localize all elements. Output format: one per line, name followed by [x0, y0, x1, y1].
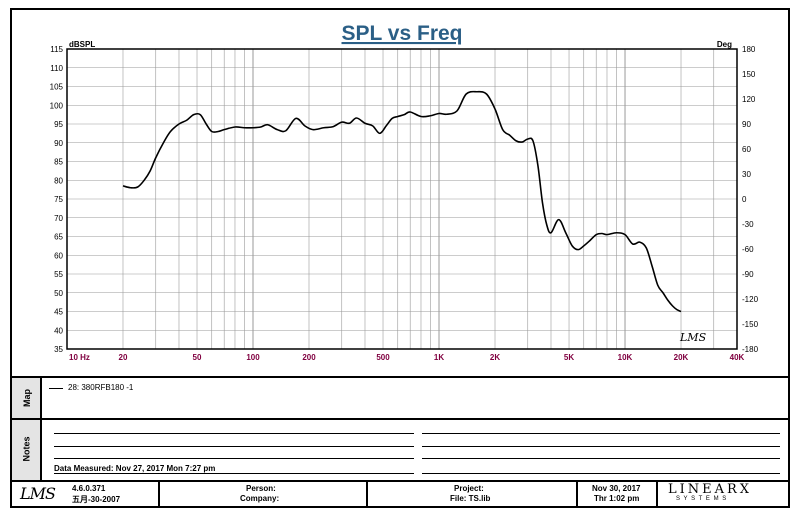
grid: [66, 48, 738, 350]
footer-project-cell: Project: File: TS.lib: [368, 482, 578, 506]
y-right-tick-label: -180: [742, 345, 759, 354]
y-left-tick-label: 100: [50, 101, 64, 110]
plot-area: [66, 48, 738, 350]
x-tick-label: 20: [119, 353, 128, 362]
spl-chart: SPL vs Freq dBSPL Deg 35 40 45 50 55 60 65 70 75…: [50, 22, 759, 362]
x-tick-label: 500: [376, 353, 390, 362]
note-line: [54, 433, 414, 434]
linearx-subtitle: S Y S T E M S: [676, 496, 728, 502]
version-text: 4.6.0.371: [72, 484, 106, 493]
y-right-tick-label: -120: [742, 295, 759, 304]
x-tick-label: 20K: [674, 353, 689, 362]
y-left-tick-label: 55: [54, 270, 63, 279]
y-left-tick-label: 85: [54, 158, 63, 167]
footer-date-cell: Nov 30, 2017 Thr 1:02 pm: [578, 482, 658, 506]
note-line: [54, 446, 414, 447]
map-panel: Map 28: 380RFB180 -1: [12, 376, 788, 418]
map-tab[interactable]: Map: [12, 378, 42, 418]
map-tab-label: Map: [22, 389, 32, 407]
date-text: Nov 30, 2017: [592, 484, 641, 493]
spl-series-line: [122, 90, 682, 313]
note-line: [54, 473, 414, 474]
project-label: Project:: [454, 484, 484, 493]
y-right-tick-label: 150: [742, 70, 756, 79]
person-label: Person:: [246, 484, 276, 493]
series-group: [122, 90, 682, 313]
y-left-tick-label: 115: [50, 45, 63, 54]
y-right-tick-label: -150: [742, 320, 759, 329]
linearx-brand: LINEARX S Y S T E M S: [662, 482, 786, 506]
lms-window: SPL vs Freq dBSPL Deg 35 40 45 50 55 60 65 70 75…: [10, 8, 790, 508]
lms-logo: LMS: [20, 484, 56, 503]
notes-tab[interactable]: Notes: [12, 420, 42, 480]
y-right-tick-label: -90: [742, 270, 754, 279]
notes-tab-label: Notes: [21, 436, 32, 462]
y-right-tick-label: 120: [742, 95, 756, 104]
tick-labels: 35 40 45 50 55 60 65 70 75 80 85 90 95 100 105 110 115 18…: [50, 45, 759, 362]
y-left-tick-label: 80: [54, 176, 63, 185]
linearx-logo: LINEARX: [668, 482, 753, 497]
legend-entry[interactable]: 28: 380RFB180 -1: [68, 383, 134, 392]
note-line: [422, 446, 780, 447]
chart-title: SPL vs Freq: [342, 22, 463, 45]
y-right-tick-label: 30: [742, 170, 751, 179]
x-tick-label: 200: [302, 353, 316, 362]
footer-person-cell: Person: Company:: [160, 482, 368, 506]
y-left-tick-label: 105: [50, 83, 64, 92]
x-tick-label: 1K: [434, 353, 444, 362]
y-right-tick-label: 180: [742, 45, 756, 54]
y-left-tick-label: 65: [54, 233, 63, 242]
y-right-tick-label: 0: [742, 195, 747, 204]
y-left-tick-label: 40: [54, 326, 63, 335]
y-right-tick-label: 60: [742, 145, 751, 154]
y-left-tick-label: 90: [54, 139, 63, 148]
y-left-tick-label: 50: [54, 289, 63, 298]
y-right-tick-label: 90: [742, 120, 751, 129]
build-date-text: 五月-30-2007: [72, 495, 121, 504]
note-line: [54, 458, 414, 459]
y-left-tick-label: 45: [54, 308, 63, 317]
y-left-tick-label: 110: [50, 64, 63, 73]
y-left-axis-label: dBSPL: [69, 40, 95, 49]
y-left-tick-label: 75: [54, 195, 63, 204]
x-tick-label: 50: [193, 353, 202, 362]
x-tick-label: 5K: [564, 353, 574, 362]
x-tick-label: 2K: [490, 353, 500, 362]
y-left-tick-label: 95: [54, 120, 63, 129]
y-left-tick-label: 70: [54, 214, 63, 223]
file-label: File: TS.lib: [450, 494, 491, 503]
y-right-tick-label: -60: [742, 245, 754, 254]
footer-logo-cell: LMS 4.6.0.371 五月-30-2007: [12, 482, 160, 506]
x-tick-label: 100: [246, 353, 260, 362]
x-tick-label: 40K: [730, 353, 745, 362]
company-label: Company:: [240, 494, 280, 503]
x-tick-label: 10 Hz: [69, 353, 90, 362]
y-left-tick-label: 60: [54, 251, 63, 260]
note-line: [422, 433, 780, 434]
footer-bar: LMS 4.6.0.371 五月-30-2007 Person: Company…: [12, 480, 788, 506]
x-tick-label: 10K: [618, 353, 633, 362]
notes-panel: Notes Data Measured: Nov 27, 2017 Mon 7:…: [12, 418, 788, 480]
data-measured-text: Data Measured: Nov 27, 2017 Mon 7:27 pm: [54, 464, 216, 473]
watermark-lms-logo: LMS: [679, 331, 707, 344]
y-right-tick-label: -30: [742, 220, 754, 229]
legend-line-swatch: [49, 388, 63, 389]
note-line: [422, 473, 780, 474]
y-left-tick-label: 35: [54, 345, 63, 354]
time-text: Thr 1:02 pm: [594, 494, 640, 503]
y-right-axis-label: Deg: [717, 40, 732, 49]
note-line: [422, 458, 780, 459]
